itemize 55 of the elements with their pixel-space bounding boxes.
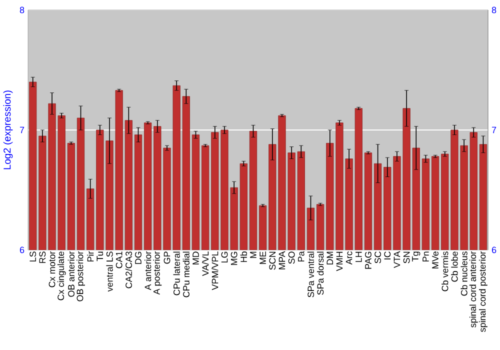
- x-tick-label: M: [250, 252, 256, 258]
- y2-tick-label: 7: [492, 126, 496, 134]
- y-tick-label: 6: [20, 246, 24, 254]
- x-tick-label: Hb: [240, 252, 247, 262]
- y-tick-label: 8: [20, 6, 24, 14]
- x-tick-label: LS: [30, 252, 36, 262]
- x-tick-label: SN: [403, 252, 410, 264]
- x-tick-label: CPu lateral: [173, 252, 180, 296]
- x-tick-label: LH: [356, 252, 362, 262]
- y2-tick-label: 8: [492, 6, 496, 14]
- x-tick-label: A posterior: [153, 251, 162, 295]
- x-tick-label: IC: [384, 252, 391, 260]
- x-tick-label: A anterior: [144, 251, 152, 290]
- x-tick-label: Pn: [422, 252, 429, 262]
- x-tick-label: RS: [39, 252, 46, 263]
- x-tick-label: spinal cord posterior: [479, 251, 488, 332]
- x-tick-label: PAG: [365, 252, 372, 269]
- x-tick-label: Pa: [298, 251, 304, 262]
- x-tick-label: CPu medial: [182, 252, 190, 298]
- y-tick-label: 7: [20, 126, 24, 134]
- x-tick-label: SO: [288, 252, 295, 264]
- x-tick-label: GP: [164, 252, 170, 264]
- x-tick-label: SPa ventral: [307, 252, 314, 298]
- x-tick-label: SC: [374, 252, 381, 264]
- y2-tick-label: 6: [492, 246, 496, 254]
- x-tick-label: spinal cord anterior: [469, 251, 478, 328]
- x-tick-label: MD: [192, 252, 199, 264]
- x-tick-label: Cx motor: [48, 251, 56, 288]
- x-tick-label: Cb nucleus: [460, 252, 468, 296]
- x-tick-label: OB posterior: [76, 251, 85, 302]
- x-tick-label: Pir: [87, 251, 94, 262]
- x-tick-label: VA/VL: [202, 251, 209, 276]
- x-tick-label: VPM/VPL: [212, 251, 218, 290]
- x-tick-label: CA2/CA3: [125, 252, 132, 288]
- x-tick-label: MVe: [432, 252, 438, 268]
- x-tick-label: Arc: [346, 251, 352, 265]
- x-tick-label: DG: [135, 252, 142, 264]
- x-tick-label: Tu: [96, 252, 104, 262]
- x-tick-label: Tg: [412, 252, 420, 262]
- x-tick-label: Cx cingulate: [57, 252, 66, 300]
- x-tick-label: MPA: [278, 251, 286, 270]
- x-tick-label: DM: [326, 252, 333, 264]
- x-tick-label: VTA: [394, 251, 400, 268]
- x-tick-label: OB anterior: [68, 251, 74, 297]
- x-tick-label: ME: [260, 252, 266, 264]
- x-tick-label: MG: [230, 252, 238, 265]
- x-tick-label: ventral LS: [106, 252, 113, 292]
- x-tick-label: Cb lobe: [451, 252, 458, 282]
- x-tick-label: Cb vermis: [442, 252, 448, 292]
- x-tick-label: SCN: [269, 252, 276, 270]
- y-axis-title: Log2 (expression): [3, 90, 13, 170]
- x-tick-label: LG: [221, 252, 228, 262]
- x-tick-label: SPa dorsal: [317, 252, 324, 295]
- x-tick-label: VMH: [336, 252, 343, 272]
- x-tick-label: CA1: [116, 252, 122, 268]
